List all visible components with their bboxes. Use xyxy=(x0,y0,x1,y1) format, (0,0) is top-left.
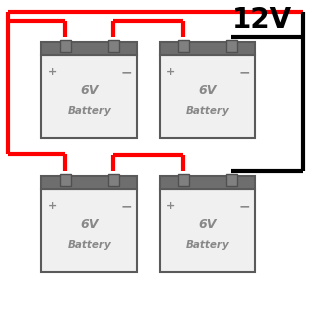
Text: +: + xyxy=(166,202,175,212)
Text: −: − xyxy=(120,65,132,80)
Text: −: − xyxy=(238,65,250,80)
Bar xyxy=(41,189,137,272)
Text: 6V: 6V xyxy=(198,84,217,97)
Bar xyxy=(60,174,71,186)
Text: 6V: 6V xyxy=(80,84,99,97)
Bar xyxy=(226,40,237,52)
Bar xyxy=(226,174,237,186)
Bar xyxy=(160,189,255,272)
Bar xyxy=(41,55,137,138)
Text: +: + xyxy=(48,202,57,212)
Bar xyxy=(160,55,255,138)
Text: 6V: 6V xyxy=(80,218,99,231)
Bar xyxy=(41,177,137,189)
Text: Battery: Battery xyxy=(185,240,229,250)
Bar xyxy=(60,40,71,52)
Text: +: + xyxy=(48,67,57,77)
Text: 12V: 12V xyxy=(232,6,292,34)
Text: Battery: Battery xyxy=(67,240,111,250)
Bar xyxy=(178,174,189,186)
Text: +: + xyxy=(166,67,175,77)
Text: Battery: Battery xyxy=(67,106,111,116)
Bar xyxy=(41,42,137,55)
Bar xyxy=(160,177,255,189)
Text: 6V: 6V xyxy=(198,218,217,231)
Text: −: − xyxy=(238,199,250,213)
Text: −: − xyxy=(120,199,132,213)
Bar xyxy=(108,174,119,186)
Bar xyxy=(160,42,255,55)
Bar xyxy=(108,40,119,52)
Text: Battery: Battery xyxy=(185,106,229,116)
Bar xyxy=(178,40,189,52)
